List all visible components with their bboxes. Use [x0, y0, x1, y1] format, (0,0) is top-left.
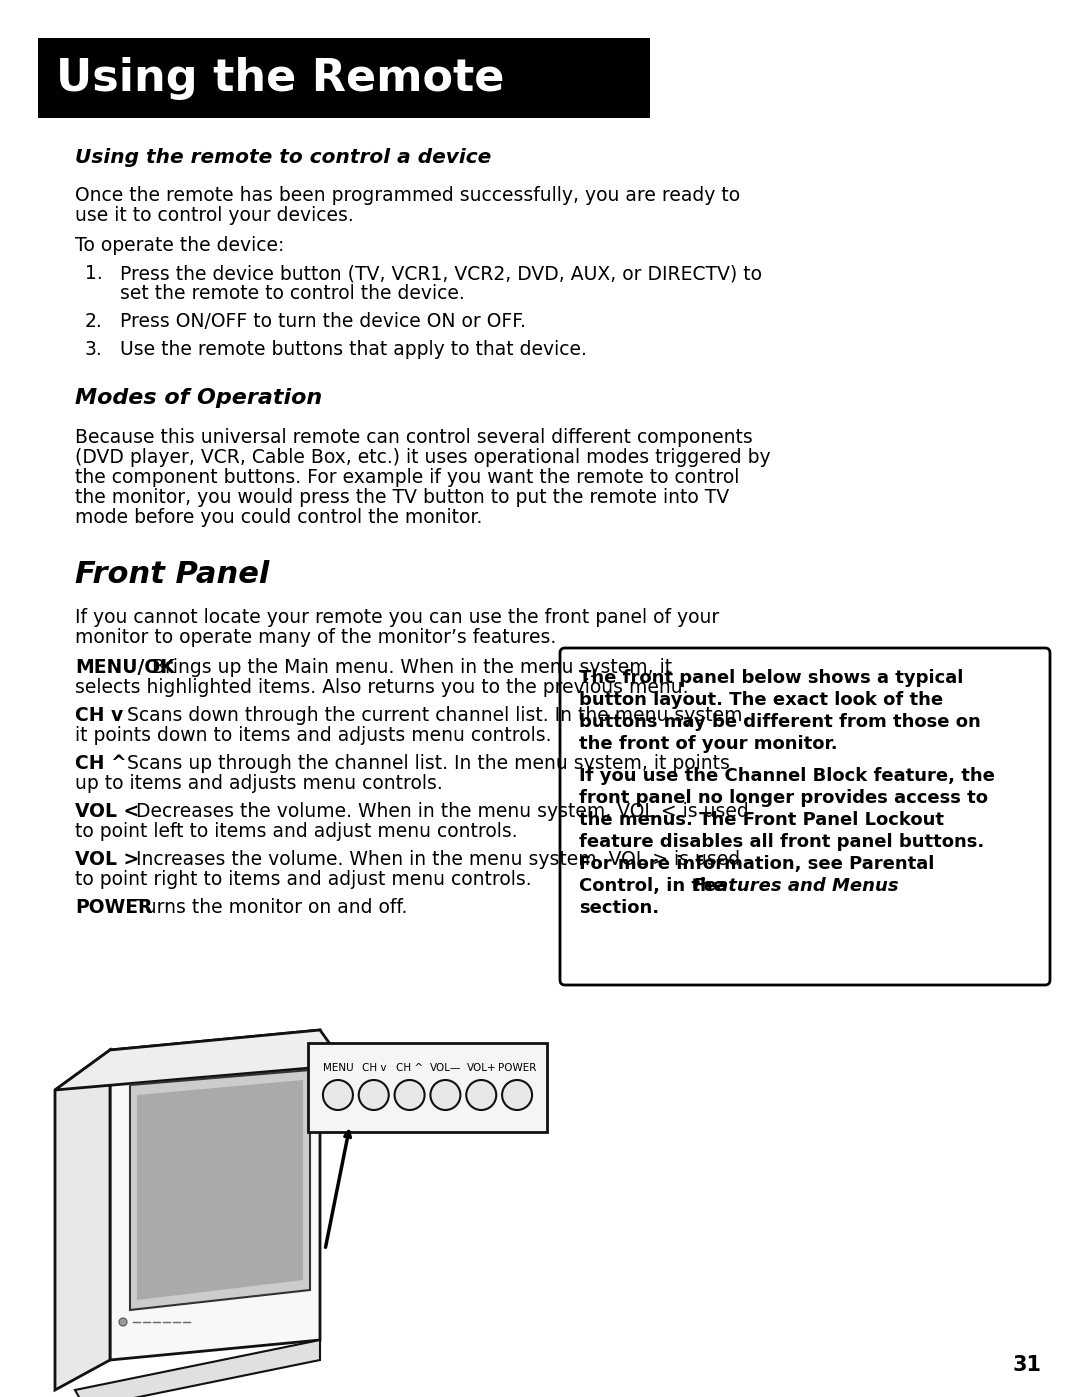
Text: Front Panel: Front Panel [75, 560, 269, 590]
Text: CH ^: CH ^ [75, 754, 126, 773]
Text: Scans up through the channel list. In the menu system, it points: Scans up through the channel list. In th… [109, 754, 730, 773]
Circle shape [323, 1080, 353, 1111]
Text: Using the remote to control a device: Using the remote to control a device [75, 148, 491, 168]
Text: front panel no longer provides access to: front panel no longer provides access to [579, 789, 988, 807]
Text: Features and Menus: Features and Menus [692, 877, 899, 895]
Polygon shape [130, 1070, 310, 1310]
Text: (DVD player, VCR, Cable Box, etc.) it uses operational modes triggered by: (DVD player, VCR, Cable Box, etc.) it us… [75, 448, 771, 467]
Text: POWER: POWER [498, 1063, 537, 1073]
Polygon shape [137, 1080, 303, 1301]
Text: to point right to items and adjust menu controls.: to point right to items and adjust menu … [75, 870, 531, 888]
Text: 31: 31 [1013, 1355, 1042, 1375]
Text: Decreases the volume. When in the menu system, VOL < is used: Decreases the volume. When in the menu s… [118, 802, 748, 821]
FancyBboxPatch shape [308, 1044, 546, 1132]
Bar [38, 38, 650, 117]
Text: set the remote to control the device.: set the remote to control the device. [120, 284, 464, 303]
Text: CH v: CH v [362, 1063, 386, 1073]
Text: monitor to operate many of the monitor’s features.: monitor to operate many of the monitor’s… [75, 629, 556, 647]
Text: section.: section. [579, 900, 659, 916]
Text: the menus. The Front Panel Lockout: the menus. The Front Panel Lockout [579, 812, 944, 828]
Text: to point left to items and adjust menu controls.: to point left to items and adjust menu c… [75, 821, 517, 841]
Text: VOL—: VOL— [430, 1063, 461, 1073]
Text: selects highlighted items. Also returns you to the previous menu.: selects highlighted items. Also returns … [75, 678, 689, 697]
Text: CH v: CH v [75, 705, 123, 725]
Text: the monitor, you would press the TV button to put the remote into TV: the monitor, you would press the TV butt… [75, 488, 729, 507]
Text: 1.: 1. [85, 264, 103, 284]
Text: Scans down through the current channel list. In the menu system,: Scans down through the current channel l… [109, 705, 748, 725]
Text: Using the Remote: Using the Remote [56, 56, 504, 99]
Circle shape [359, 1080, 389, 1111]
Text: button layout. The exact look of the: button layout. The exact look of the [579, 692, 943, 710]
Text: POWER: POWER [75, 898, 152, 916]
Text: Brings up the Main menu. When in the menu system, it: Brings up the Main menu. When in the men… [135, 658, 673, 678]
Circle shape [119, 1317, 127, 1326]
Polygon shape [55, 1030, 345, 1090]
Text: VOL <: VOL < [75, 802, 139, 821]
Text: If you use the Channel Block feature, the: If you use the Channel Block feature, th… [579, 767, 995, 785]
Text: 2.: 2. [85, 312, 103, 331]
Text: 3.: 3. [85, 339, 103, 359]
Text: it points down to items and adjusts menu controls.: it points down to items and adjusts menu… [75, 726, 552, 745]
Text: Press the device button (TV, VCR1, VCR2, DVD, AUX, or DIRECTV) to: Press the device button (TV, VCR1, VCR2,… [120, 264, 762, 284]
Circle shape [502, 1080, 532, 1111]
Text: the front of your monitor.: the front of your monitor. [579, 735, 838, 753]
Text: Once the remote has been programmed successfully, you are ready to: Once the remote has been programmed succ… [75, 186, 740, 205]
Text: MENU: MENU [323, 1063, 353, 1073]
Polygon shape [55, 1051, 110, 1390]
Circle shape [394, 1080, 424, 1111]
Text: VOL+: VOL+ [467, 1063, 496, 1073]
Text: Increases the volume. When in the menu system, VOL > is used: Increases the volume. When in the menu s… [118, 849, 740, 869]
Polygon shape [75, 1340, 320, 1397]
Text: Modes of Operation: Modes of Operation [75, 388, 322, 408]
Text: use it to control your devices.: use it to control your devices. [75, 205, 354, 225]
FancyBboxPatch shape [561, 648, 1050, 985]
Text: For more information, see Parental: For more information, see Parental [579, 855, 934, 873]
Text: Press ON/OFF to turn the device ON or OFF.: Press ON/OFF to turn the device ON or OF… [120, 312, 526, 331]
Text: the component buttons. For example if you want the remote to control: the component buttons. For example if yo… [75, 468, 740, 488]
Text: If you cannot locate your remote you can use the front panel of your: If you cannot locate your remote you can… [75, 608, 719, 627]
Circle shape [467, 1080, 496, 1111]
Text: buttons may be different from those on: buttons may be different from those on [579, 712, 981, 731]
Polygon shape [110, 1030, 320, 1361]
Text: Turns the monitor on and off.: Turns the monitor on and off. [118, 898, 407, 916]
Text: Control, in the: Control, in the [579, 877, 731, 895]
Text: Because this universal remote can control several different components: Because this universal remote can contro… [75, 427, 753, 447]
Text: up to items and adjusts menu controls.: up to items and adjusts menu controls. [75, 774, 443, 793]
Text: To operate the device:: To operate the device: [75, 236, 284, 256]
Text: feature disables all front panel buttons.: feature disables all front panel buttons… [579, 833, 984, 851]
Text: The front panel below shows a typical: The front panel below shows a typical [579, 669, 963, 687]
Text: mode before you could control the monitor.: mode before you could control the monito… [75, 509, 483, 527]
Text: MENU/OK: MENU/OK [75, 658, 175, 678]
Text: VOL >: VOL > [75, 849, 139, 869]
Text: Use the remote buttons that apply to that device.: Use the remote buttons that apply to tha… [120, 339, 586, 359]
Text: CH ^: CH ^ [396, 1063, 423, 1073]
Circle shape [431, 1080, 460, 1111]
